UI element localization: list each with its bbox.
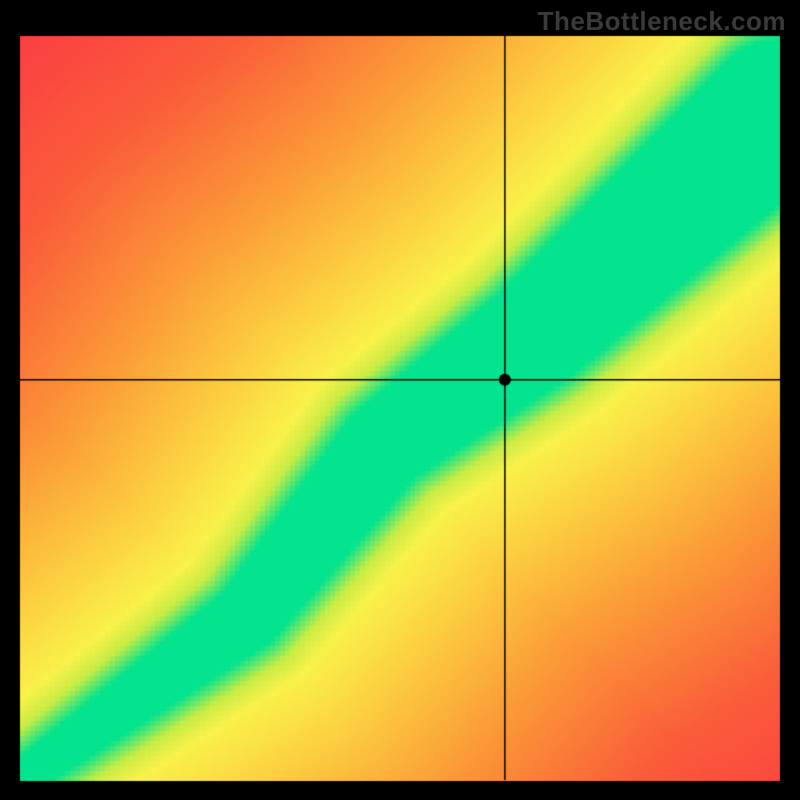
bottleneck-heatmap (0, 0, 800, 800)
chart-container: TheBottleneck.com (0, 0, 800, 800)
watermark-text: TheBottleneck.com (538, 6, 786, 37)
